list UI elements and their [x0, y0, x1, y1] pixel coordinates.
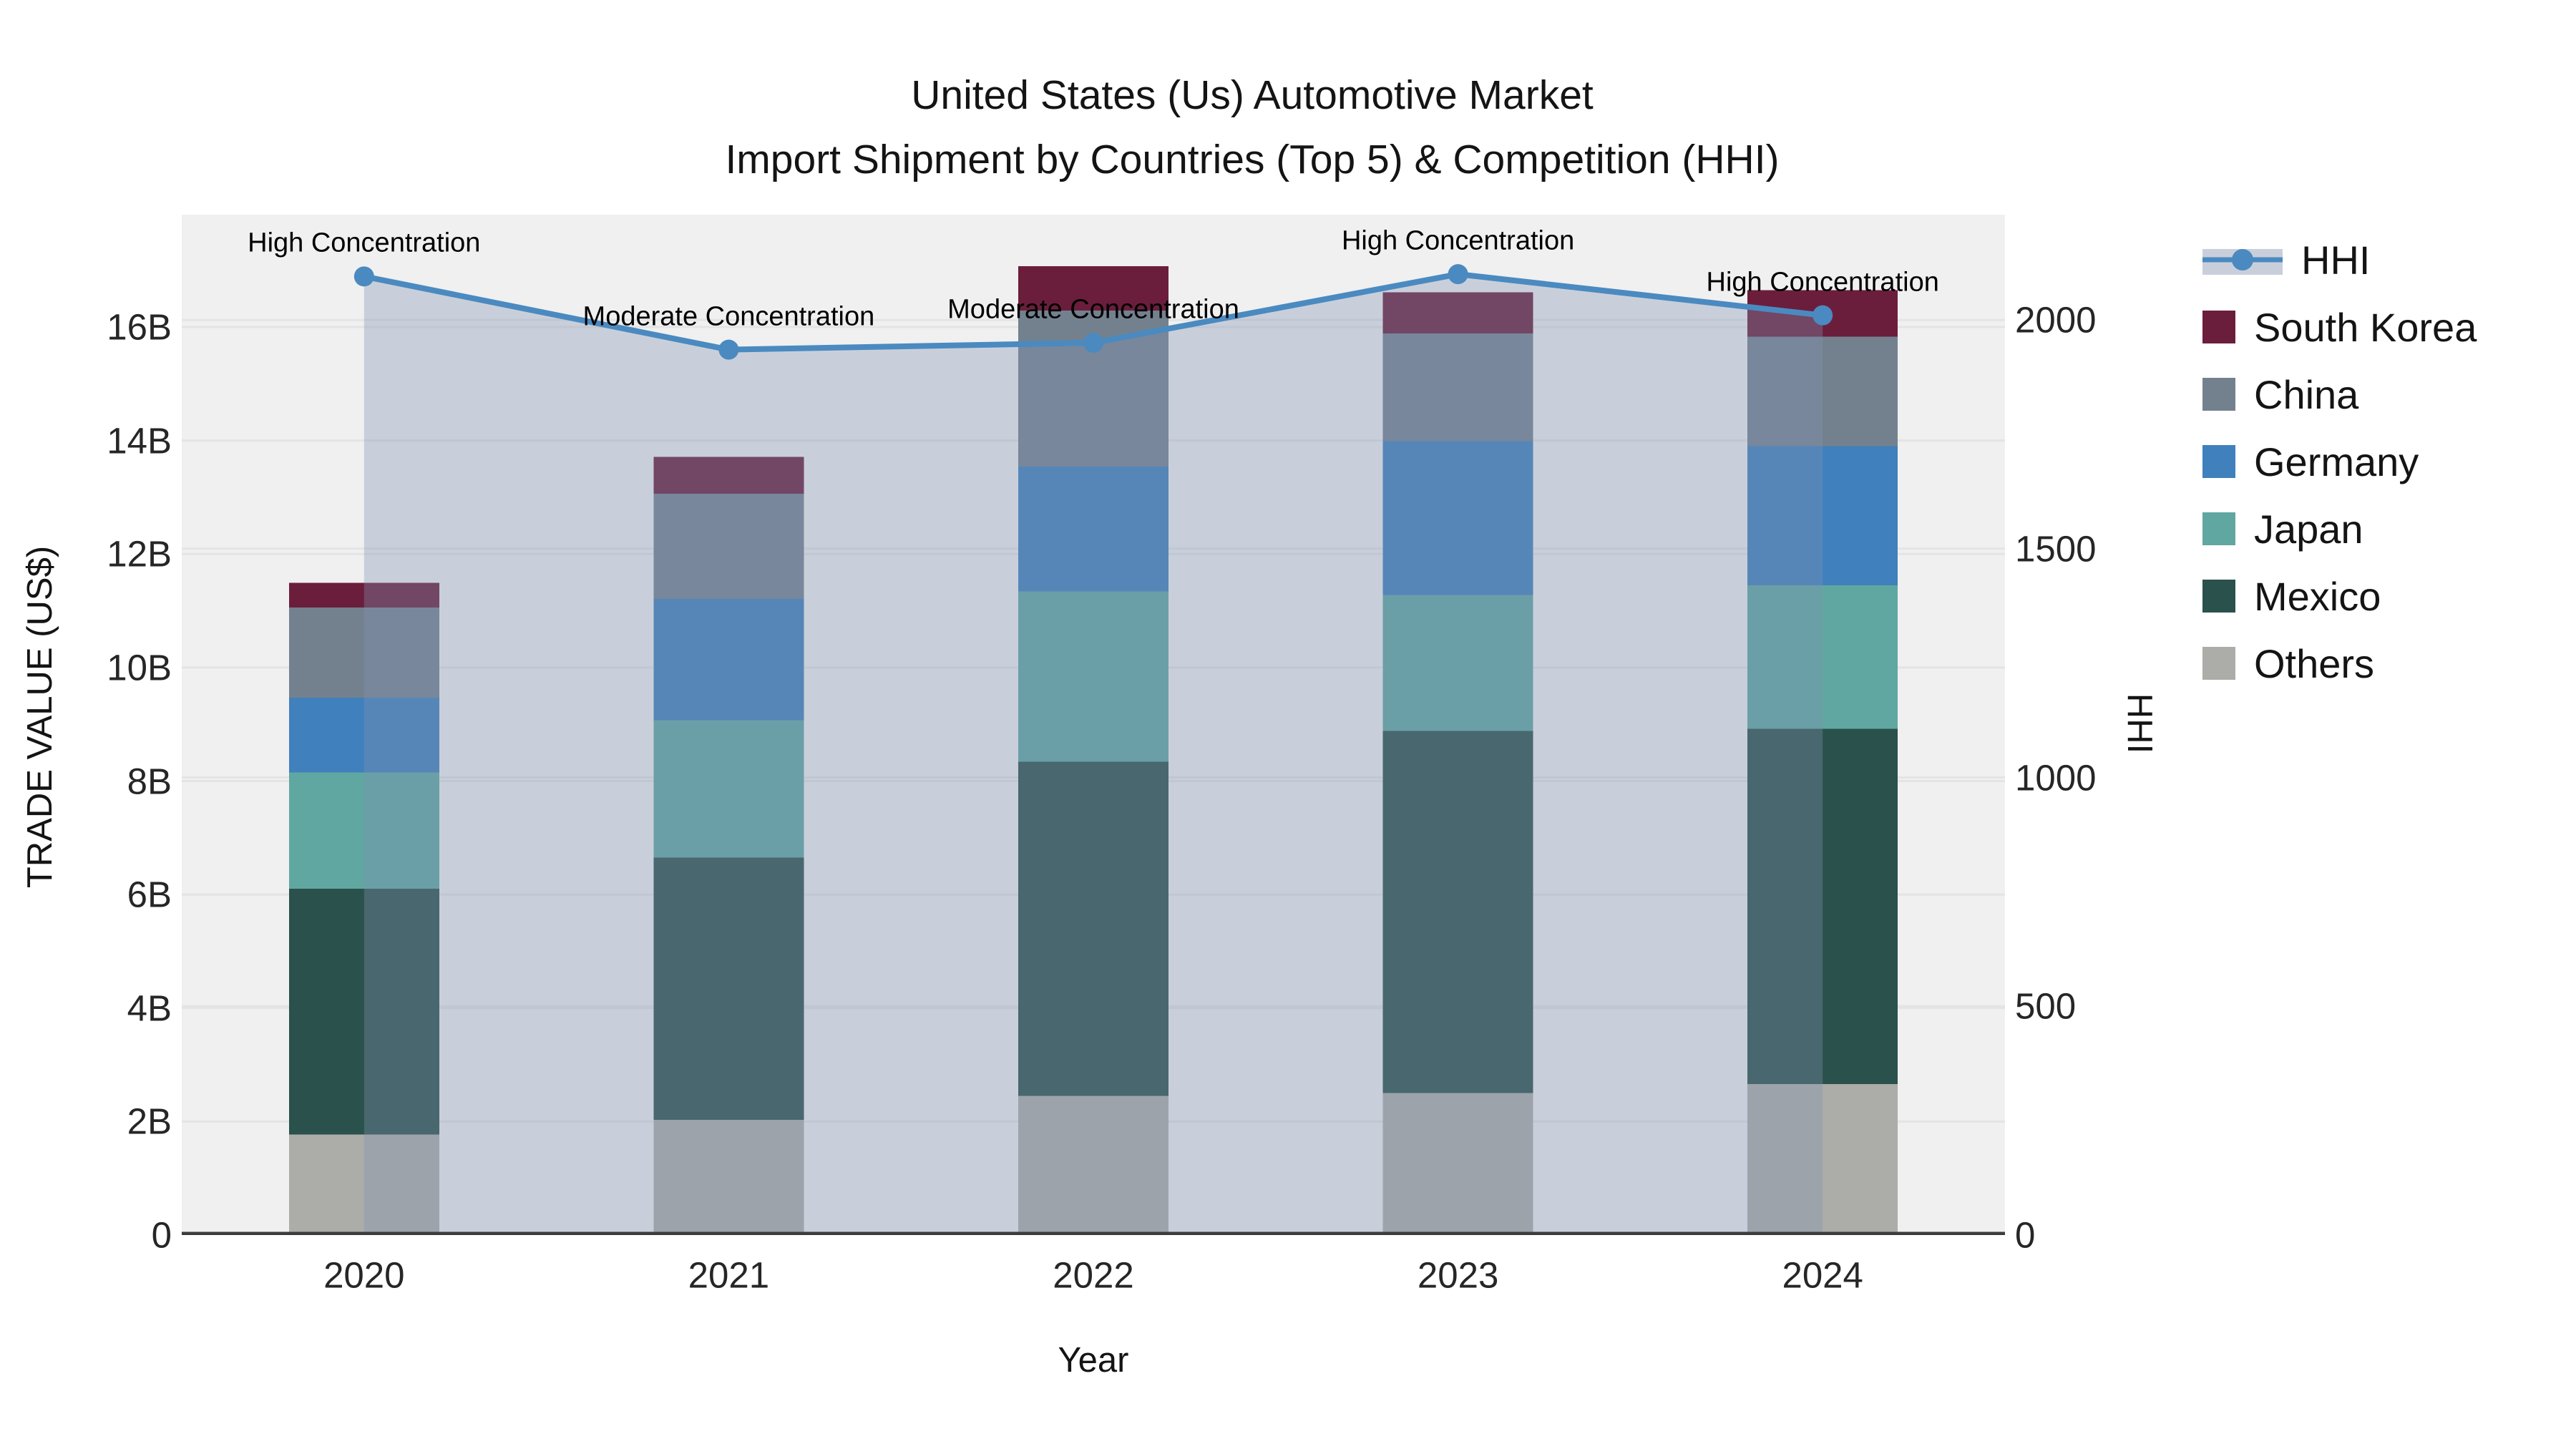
bar-segment-south-korea-2020	[288, 582, 439, 608]
legend-item-hhi[interactable]: HHI	[2202, 226, 2477, 293]
bar-segment-others-2021	[653, 1120, 804, 1235]
legend-item-germany[interactable]: Germany	[2202, 428, 2477, 495]
annotation-2022: Moderate Concentration	[947, 294, 1239, 325]
legend-label: Germany	[2254, 439, 2419, 484]
chart-title-line2: Import Shipment by Countries (Top 5) & C…	[725, 137, 1780, 182]
hhi-point-2023	[1448, 264, 1468, 285]
hhi-point-2022	[1083, 333, 1103, 353]
legend-color-swatch-icon	[2202, 647, 2235, 680]
annotation-2021: Moderate Concentration	[582, 301, 875, 332]
bar-segment-japan-2024	[1747, 585, 1898, 729]
y-right-tick-1000: 1000	[2015, 757, 2097, 799]
bar-segment-china-2024	[1747, 336, 1898, 447]
y-left-tick-14B: 14B	[107, 420, 172, 462]
chart-title: United States (Us) Automotive Market Imp…	[0, 63, 2504, 192]
y-left-tick-12B: 12B	[107, 533, 172, 575]
legend-label: South Korea	[2254, 304, 2477, 350]
bar-segment-china-2021	[653, 494, 804, 599]
legend-line-swatch-icon	[2202, 245, 2283, 275]
x-tick-2023: 2023	[1417, 1254, 1499, 1296]
bar-segment-others-2023	[1382, 1093, 1533, 1235]
legend-color-swatch-icon	[2202, 378, 2235, 411]
bar-segment-germany-2022	[1018, 467, 1169, 592]
legend-color-swatch-icon	[2202, 512, 2235, 545]
bar-segment-others-2020	[288, 1134, 439, 1235]
bar-segment-mexico-2021	[653, 857, 804, 1120]
y-left-tick-10B: 10B	[107, 647, 172, 688]
bar-segment-japan-2021	[653, 720, 804, 858]
chart-svg	[182, 264, 2005, 1235]
legend-label: Japan	[2254, 506, 2363, 552]
bar-segment-mexico-2020	[288, 889, 439, 1135]
bar-segment-china-2023	[1382, 333, 1533, 441]
bar-segment-south-korea-2021	[653, 457, 804, 494]
legend-label: Mexico	[2254, 573, 2381, 619]
bar-segment-japan-2020	[288, 772, 439, 889]
bar-segment-mexico-2022	[1018, 761, 1169, 1096]
legend-item-japan[interactable]: Japan	[2202, 495, 2477, 562]
legend-label: Others	[2254, 640, 2375, 686]
legend-line-marker	[2232, 249, 2253, 270]
legend-item-south-korea[interactable]: South Korea	[2202, 293, 2477, 361]
x-axis-title: Year	[1058, 1341, 1129, 1380]
legend-label: China	[2254, 371, 2359, 417]
y-left-tick-0: 0	[151, 1214, 172, 1256]
bar-segment-germany-2020	[288, 697, 439, 773]
legend-color-swatch-icon	[2202, 580, 2235, 613]
y-left-tick-6B: 6B	[127, 874, 172, 915]
y-left-tick-8B: 8B	[127, 761, 172, 802]
legend-item-others[interactable]: Others	[2202, 630, 2477, 697]
x-tick-2021: 2021	[688, 1254, 770, 1296]
y-left-tick-4B: 4B	[127, 987, 172, 1029]
legend-color-swatch-icon	[2202, 445, 2235, 478]
y-left-tick-2B: 2B	[127, 1101, 172, 1142]
bar-segment-south-korea-2022	[1018, 266, 1169, 311]
y-axis-left-title: TRADE VALUE (US$)	[21, 545, 59, 889]
legend-color-swatch-icon	[2202, 311, 2235, 343]
bar-segment-germany-2021	[653, 598, 804, 721]
legend: HHI South Korea China Germany Japan Mexico Oth…	[2202, 226, 2477, 697]
bar-segment-germany-2024	[1747, 446, 1898, 585]
y-right-tick-500: 500	[2015, 985, 2077, 1027]
bar-segment-mexico-2024	[1747, 728, 1898, 1085]
y-right-tick-1500: 1500	[2015, 528, 2097, 570]
chart-title-line1: United States (Us) Automotive Market	[911, 72, 1594, 118]
bar-segment-germany-2023	[1382, 441, 1533, 595]
x-tick-2020: 2020	[323, 1254, 405, 1296]
x-tick-2022: 2022	[1053, 1254, 1134, 1296]
legend-item-mexico[interactable]: Mexico	[2202, 562, 2477, 630]
y-right-tick-0: 0	[2015, 1214, 2036, 1256]
bar-segment-china-2020	[288, 607, 439, 698]
y-right-tick-2000: 2000	[2015, 299, 2097, 341]
bar-segment-others-2024	[1747, 1084, 1898, 1235]
legend-item-china[interactable]: China	[2202, 361, 2477, 428]
bar-segment-japan-2023	[1382, 595, 1533, 731]
x-tick-2024: 2024	[1782, 1254, 1863, 1296]
bar-segment-others-2022	[1018, 1096, 1169, 1235]
y-left-tick-16B: 16B	[107, 306, 172, 348]
bar-segment-south-korea-2023	[1382, 292, 1533, 333]
hhi-area-fill	[364, 274, 1823, 1235]
annotation-2023: High Concentration	[1341, 225, 1575, 256]
hhi-point-2024	[1813, 305, 1833, 326]
annotation-2020: High Concentration	[248, 228, 481, 258]
hhi-point-2020	[353, 266, 374, 287]
bar-segment-mexico-2023	[1382, 731, 1533, 1093]
y-axis-right-title: HHI	[2120, 693, 2159, 754]
bar-segment-japan-2022	[1018, 591, 1169, 762]
hhi-point-2021	[718, 339, 739, 360]
legend-label: HHI	[2301, 237, 2371, 283]
annotation-2024: High Concentration	[1706, 267, 1939, 298]
